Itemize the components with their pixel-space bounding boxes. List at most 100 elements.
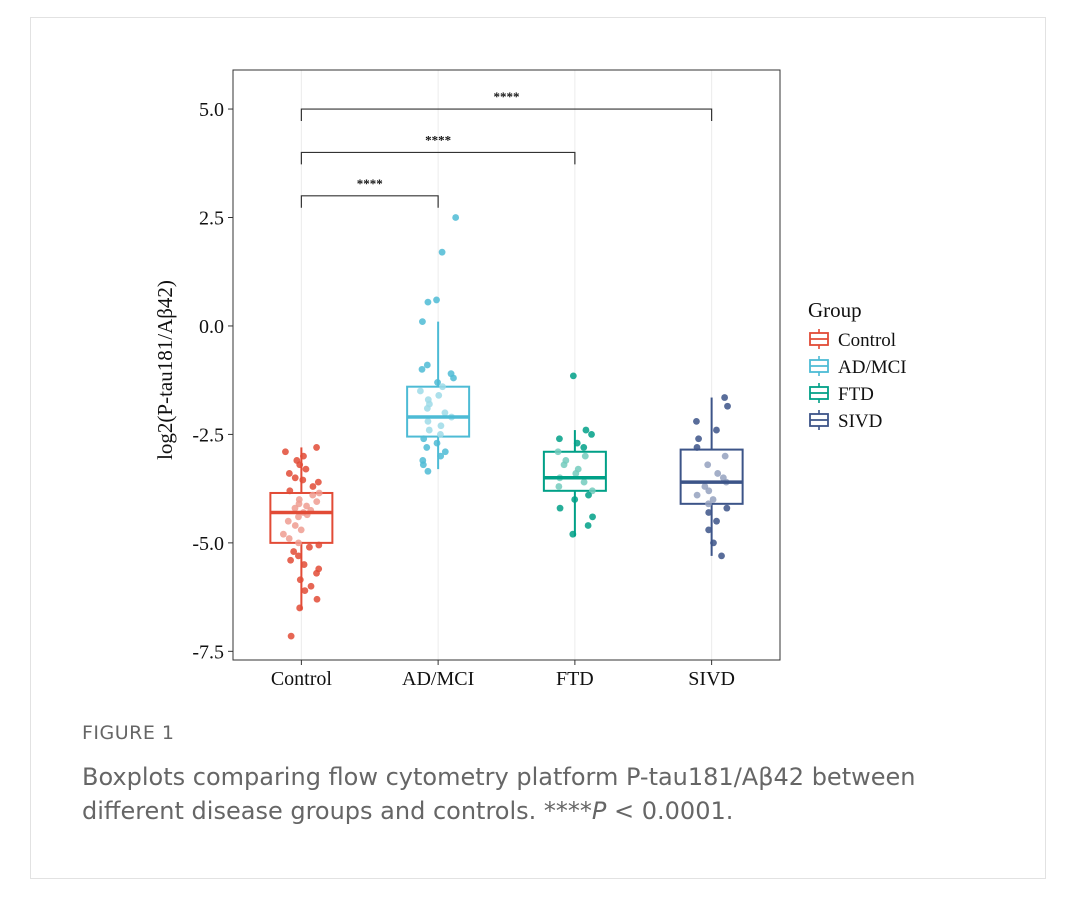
x-tick-label: FTD bbox=[556, 668, 594, 690]
significance-label: **** bbox=[357, 176, 383, 191]
data-point bbox=[306, 543, 313, 551]
data-point bbox=[580, 478, 588, 486]
data-point bbox=[433, 439, 441, 447]
data-point bbox=[419, 318, 426, 326]
data-point bbox=[307, 582, 315, 590]
data-point bbox=[705, 500, 712, 508]
data-point bbox=[709, 496, 717, 503]
y-tick-label: -2.5 bbox=[192, 424, 224, 446]
data-point bbox=[279, 530, 287, 538]
data-point bbox=[416, 387, 424, 395]
data-point bbox=[693, 417, 700, 425]
data-point bbox=[693, 491, 701, 499]
data-point bbox=[571, 496, 579, 503]
data-point bbox=[710, 539, 717, 547]
data-point bbox=[439, 383, 446, 391]
data-point bbox=[705, 526, 713, 534]
data-point bbox=[424, 467, 432, 475]
significance-bracket bbox=[300, 151, 576, 165]
data-point bbox=[423, 404, 431, 412]
data-point bbox=[573, 439, 581, 447]
data-point bbox=[438, 248, 446, 256]
significance-bracket bbox=[300, 195, 439, 208]
data-point bbox=[313, 595, 321, 603]
data-point bbox=[296, 576, 304, 584]
data-point bbox=[424, 298, 432, 306]
data-point bbox=[285, 470, 293, 477]
data-point bbox=[589, 513, 596, 521]
data-point bbox=[435, 391, 443, 399]
legend-title: Group bbox=[808, 298, 862, 322]
data-point bbox=[713, 426, 720, 434]
data-point bbox=[295, 552, 302, 560]
data-point bbox=[313, 569, 320, 577]
data-point bbox=[718, 552, 725, 560]
data-point bbox=[315, 489, 323, 497]
data-point bbox=[433, 296, 440, 304]
data-point bbox=[313, 498, 321, 506]
data-point bbox=[585, 491, 592, 499]
y-tick-label: 5.0 bbox=[199, 99, 224, 121]
data-point bbox=[724, 402, 731, 410]
caption-tail: < 0.0001. bbox=[606, 797, 734, 825]
data-point bbox=[425, 426, 433, 434]
data-point bbox=[299, 476, 307, 484]
data-point bbox=[282, 448, 289, 456]
data-point bbox=[560, 461, 568, 469]
data-point bbox=[450, 374, 457, 382]
data-point bbox=[437, 422, 445, 430]
data-point bbox=[303, 502, 310, 510]
data-point bbox=[582, 426, 590, 434]
data-point bbox=[295, 513, 302, 521]
figure-card bbox=[30, 17, 1046, 879]
data-point bbox=[291, 504, 299, 512]
data-point bbox=[284, 517, 292, 525]
data-point bbox=[423, 361, 431, 369]
data-point bbox=[296, 604, 304, 612]
data-point bbox=[705, 509, 713, 516]
boxplot-chart: 5.0 2.5 0.0 -2.5 -5.0 -7.5 Control AD/MCI FTD SIV… bbox=[153, 69, 907, 690]
significance-bracket bbox=[300, 108, 713, 122]
data-point bbox=[704, 461, 712, 469]
legend-entry-label: Control bbox=[838, 330, 896, 351]
data-point bbox=[314, 478, 322, 486]
data-point bbox=[693, 444, 701, 451]
legend-entry-label: FTD bbox=[838, 384, 874, 405]
data-point bbox=[713, 517, 720, 525]
data-point bbox=[300, 452, 307, 460]
data-point bbox=[285, 535, 293, 542]
data-point bbox=[296, 461, 304, 469]
data-point bbox=[723, 504, 731, 512]
data-point bbox=[714, 470, 722, 477]
data-point bbox=[584, 522, 592, 529]
data-point bbox=[313, 444, 320, 451]
data-point bbox=[418, 365, 426, 373]
data-point bbox=[554, 448, 562, 456]
data-point bbox=[297, 526, 305, 534]
figure-label: FIGURE 1 bbox=[82, 722, 175, 744]
significance-label: **** bbox=[494, 89, 520, 104]
y-tick-label: 0.0 bbox=[199, 316, 224, 338]
data-point bbox=[315, 541, 323, 549]
significance-label: **** bbox=[425, 132, 451, 147]
data-point bbox=[695, 435, 702, 443]
data-point bbox=[556, 435, 563, 443]
data-point bbox=[302, 465, 310, 473]
data-point bbox=[721, 394, 729, 401]
x-tick-label: AD/MCI bbox=[402, 668, 474, 690]
y-axis-label: log2(P-tau181/Aβ42) bbox=[153, 280, 177, 460]
data-point bbox=[555, 483, 563, 490]
data-point bbox=[295, 539, 302, 547]
data-point bbox=[569, 372, 577, 380]
caption-p: P bbox=[591, 797, 607, 825]
data-point bbox=[434, 378, 441, 386]
data-point bbox=[580, 444, 588, 451]
data-point bbox=[441, 448, 449, 456]
data-point bbox=[309, 491, 317, 499]
data-point bbox=[301, 587, 309, 594]
y-tick-label: -5.0 bbox=[192, 533, 224, 555]
data-point bbox=[423, 444, 431, 451]
data-point bbox=[286, 487, 294, 495]
data-point bbox=[581, 452, 589, 460]
legend-entry-label: AD/MCI bbox=[838, 357, 907, 378]
